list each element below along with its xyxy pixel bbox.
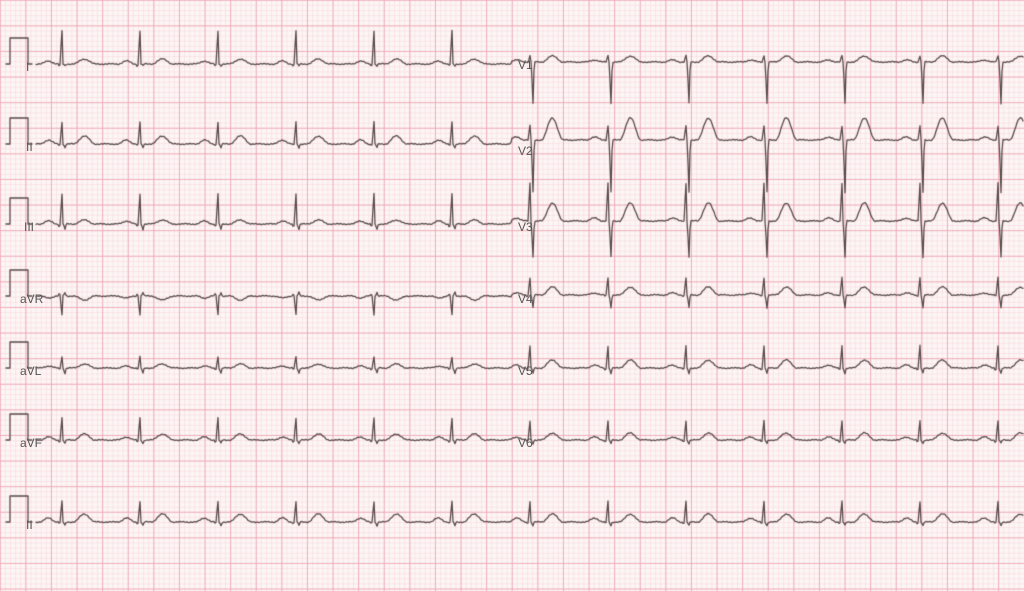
- ecg-trace: [0, 0, 1024, 591]
- ecg-chart: IIIIIIaVRaVLaVFIIV1V2V3V4V5V6: [0, 0, 1024, 591]
